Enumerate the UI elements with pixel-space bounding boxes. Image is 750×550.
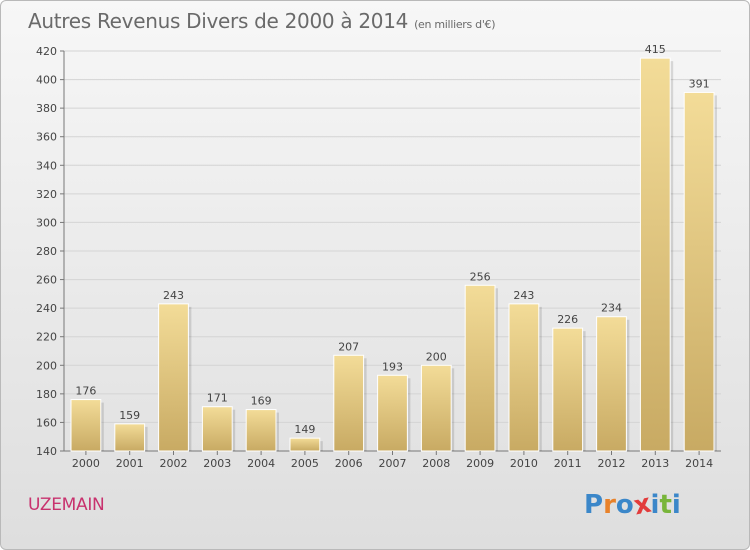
data-label: 391 <box>689 77 710 90</box>
y-tick-label: 140 <box>36 445 57 458</box>
data-label: 207 <box>338 340 359 353</box>
data-label: 234 <box>601 302 622 315</box>
y-tick-label: 260 <box>36 274 57 287</box>
x-tick-label: 2010 <box>510 457 538 470</box>
bar <box>596 316 627 452</box>
x-tick-label: 2008 <box>422 457 450 470</box>
bar <box>333 354 365 452</box>
data-label: 200 <box>426 350 447 363</box>
bar <box>201 406 233 452</box>
y-tick-label: 240 <box>36 302 57 315</box>
logo-letter: i <box>650 490 660 520</box>
x-tick-label: 2011 <box>554 457 582 470</box>
y-tick-label: 320 <box>36 188 57 201</box>
logo-letter: P <box>584 490 604 520</box>
bar <box>508 303 540 452</box>
y-tick-label: 160 <box>36 416 57 429</box>
x-tick-label: 2009 <box>466 457 494 470</box>
data-label: 256 <box>470 270 491 283</box>
data-label: 149 <box>294 423 315 436</box>
chart-title-text: Autres Revenus Divers de 2000 à 2014 <box>28 9 409 33</box>
data-label: 226 <box>557 313 578 326</box>
commune-name: UZEMAIN <box>28 495 105 515</box>
bar <box>289 437 321 452</box>
bar <box>639 57 671 452</box>
bar <box>114 423 146 452</box>
bar <box>245 409 277 452</box>
proxiti-logo[interactable]: Proxiti <box>584 489 681 522</box>
x-tick-label: 2003 <box>203 457 231 470</box>
y-tick-label: 180 <box>36 388 57 401</box>
x-tick-label: 2000 <box>72 457 100 470</box>
x-tick-label: 2002 <box>160 457 188 470</box>
y-tick-label: 220 <box>36 331 57 344</box>
x-tick-label: 2012 <box>598 457 626 470</box>
data-label: 415 <box>645 43 666 56</box>
bar <box>464 284 496 452</box>
data-label: 159 <box>119 409 140 422</box>
logo-letter: r <box>603 490 616 520</box>
x-tick-label: 2004 <box>247 457 275 470</box>
bar <box>377 374 408 452</box>
x-tick-label: 2013 <box>641 457 669 470</box>
x-tick-label: 2007 <box>379 457 407 470</box>
logo-letter: t <box>659 490 672 520</box>
y-tick-label: 400 <box>36 74 57 87</box>
bar <box>158 303 189 452</box>
bar <box>420 364 452 452</box>
data-label: 243 <box>163 289 184 302</box>
x-tick-label: 2014 <box>685 457 713 470</box>
bar <box>552 327 584 452</box>
y-tick-label: 280 <box>36 245 57 258</box>
x-tick-label: 2001 <box>116 457 144 470</box>
data-label: 243 <box>513 289 534 302</box>
y-tick-label: 300 <box>36 216 57 229</box>
data-label: 171 <box>207 392 228 405</box>
chart-title: Autres Revenus Divers de 2000 à 2014 (en … <box>28 9 496 33</box>
y-tick-label: 340 <box>36 159 57 172</box>
data-label: 193 <box>382 360 403 373</box>
y-tick-label: 420 <box>36 45 57 58</box>
y-tick-label: 200 <box>36 359 57 372</box>
data-label: 176 <box>75 385 96 398</box>
chart-subtitle: (en milliers d'€) <box>414 18 496 31</box>
bar <box>70 399 102 452</box>
y-tick-label: 360 <box>36 131 57 144</box>
logo-letter: i <box>671 490 681 520</box>
x-tick-label: 2006 <box>335 457 363 470</box>
y-tick-label: 380 <box>36 102 57 115</box>
data-label: 169 <box>251 395 272 408</box>
bar <box>683 91 715 452</box>
x-tick-label: 2005 <box>291 457 319 470</box>
logo-letter: o <box>615 490 634 520</box>
